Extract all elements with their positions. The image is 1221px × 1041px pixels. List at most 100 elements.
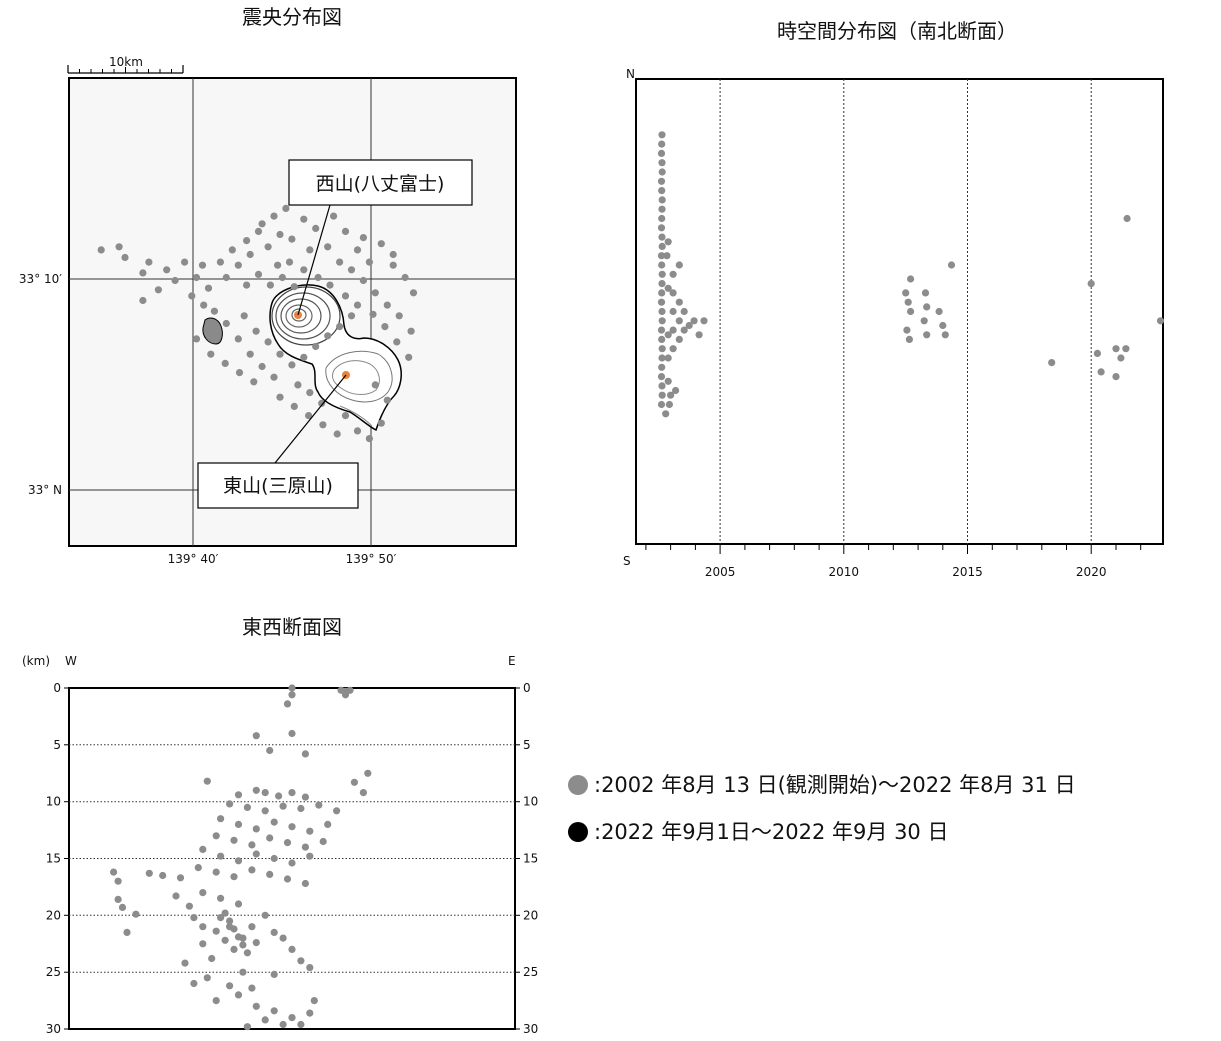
time-space-point bbox=[939, 321, 947, 330]
map-epicenter-point bbox=[359, 276, 367, 285]
time-space-point bbox=[1093, 349, 1101, 357]
time-space-point bbox=[923, 331, 931, 339]
map-epicenter-point bbox=[306, 389, 314, 397]
time-space-point bbox=[658, 261, 666, 269]
ew-section-point bbox=[279, 1020, 287, 1029]
time-space-point bbox=[664, 377, 672, 385]
time-space-point bbox=[680, 307, 688, 316]
map-epicenter-point bbox=[353, 427, 362, 435]
map-epicenter-point bbox=[264, 338, 272, 346]
map-epicenter-point bbox=[300, 215, 308, 223]
ew-section-point bbox=[221, 936, 229, 944]
map-epicenter-point bbox=[192, 335, 201, 343]
time-space-north-label: N bbox=[626, 67, 635, 81]
legend-past-marker bbox=[568, 775, 588, 795]
ew-section-depth-label-right: 30 bbox=[523, 1022, 538, 1036]
ew-section-point bbox=[288, 823, 296, 831]
ew-section-west-label: W bbox=[65, 654, 77, 668]
map-epicenter-point bbox=[389, 261, 397, 269]
time-space-point bbox=[658, 214, 666, 223]
map-epicenter-point bbox=[288, 235, 296, 243]
ew-section-point bbox=[306, 964, 314, 972]
time-space-point bbox=[685, 321, 693, 330]
map-epicenter-point bbox=[377, 240, 385, 248]
time-space-point bbox=[658, 168, 666, 176]
map-epicenter-point bbox=[300, 353, 308, 361]
map-epicenter-point bbox=[326, 281, 334, 289]
map-epicenter-point bbox=[282, 204, 290, 212]
ew-section-point bbox=[199, 889, 207, 897]
time-space-tick-labels: 2005 2010 2015 2020 bbox=[705, 565, 1107, 579]
map-epicenter-point bbox=[336, 323, 344, 331]
time-space-point bbox=[667, 391, 675, 399]
ew-section-point bbox=[261, 789, 269, 797]
map-epicenter-point bbox=[154, 286, 162, 294]
ew-section-point bbox=[283, 875, 292, 883]
ew-section-depth-label-right: 0 bbox=[523, 681, 531, 695]
ew-section-point bbox=[301, 793, 309, 801]
time-space-tick-label: 2020 bbox=[1076, 565, 1107, 579]
time-space-point bbox=[675, 317, 683, 325]
ew-section-point bbox=[266, 870, 274, 879]
ew-section-point bbox=[181, 959, 189, 967]
ew-section-depth-label-right: 25 bbox=[523, 965, 538, 979]
map-epicenter-point bbox=[341, 292, 350, 300]
ew-section-point bbox=[252, 939, 260, 947]
ew-section-point bbox=[341, 691, 350, 699]
time-space-point bbox=[657, 400, 666, 409]
map-epicenter-point bbox=[347, 312, 356, 320]
time-space-point bbox=[1112, 345, 1120, 353]
map-epicenter-point bbox=[294, 381, 302, 389]
map-lon-label-2: 139° 50′ bbox=[346, 552, 397, 566]
time-space-point bbox=[935, 307, 943, 316]
ew-section-point bbox=[270, 928, 278, 937]
ew-section-point bbox=[252, 786, 260, 794]
ew-section-gridlines bbox=[64, 687, 520, 1030]
map-epicenter-point bbox=[336, 258, 344, 266]
ew-section-point bbox=[248, 866, 256, 874]
map-epicenter-point bbox=[285, 258, 294, 266]
map-epicenter-point bbox=[405, 353, 413, 361]
map-lat-label-2: 33° N bbox=[28, 483, 62, 497]
ew-section-point bbox=[261, 1016, 269, 1024]
map-epicenter-point bbox=[240, 312, 248, 320]
time-space-point bbox=[923, 303, 931, 311]
map-epicenter-point bbox=[228, 246, 236, 254]
ew-section-point bbox=[208, 954, 216, 963]
map-epicenter-point bbox=[383, 301, 391, 309]
time-space-point bbox=[672, 386, 680, 395]
ew-section-point bbox=[324, 820, 332, 829]
time-space-point bbox=[664, 284, 672, 292]
time-space-point bbox=[675, 261, 683, 269]
ew-section-point bbox=[199, 940, 207, 948]
ew-section-points-layer bbox=[110, 684, 372, 1031]
ew-section-point bbox=[279, 802, 287, 810]
legend-recent-marker bbox=[568, 822, 588, 842]
map-epicenter-point bbox=[204, 284, 213, 292]
time-space-point bbox=[657, 298, 666, 306]
map-epicenter-point bbox=[393, 338, 401, 346]
ew-section-depth-label-right: 5 bbox=[523, 738, 531, 752]
map-epicenter-point bbox=[252, 327, 260, 335]
ew-section-point bbox=[306, 827, 314, 835]
map-epicenter-point bbox=[139, 269, 147, 277]
ew-section-point bbox=[248, 841, 256, 849]
ew-section-point bbox=[252, 825, 260, 833]
ew-section-point bbox=[234, 820, 243, 829]
ew-section-point bbox=[234, 900, 243, 908]
map-epicenter-point bbox=[250, 378, 258, 386]
time-space-point bbox=[907, 275, 915, 283]
map-epicenter-point bbox=[243, 237, 251, 245]
time-space-point bbox=[658, 187, 666, 195]
map-epicenter-point bbox=[371, 289, 379, 297]
time-space-point bbox=[658, 317, 666, 325]
ew-section-point bbox=[248, 984, 256, 992]
time-space-minor-ticks bbox=[645, 544, 1142, 554]
ew-section-point bbox=[288, 691, 296, 699]
ew-section-point bbox=[261, 807, 269, 815]
ew-section-depth-label-left: 25 bbox=[46, 965, 61, 979]
time-space-point bbox=[664, 238, 672, 246]
map-epicenter-point bbox=[234, 261, 242, 269]
ew-section-point bbox=[190, 979, 198, 988]
